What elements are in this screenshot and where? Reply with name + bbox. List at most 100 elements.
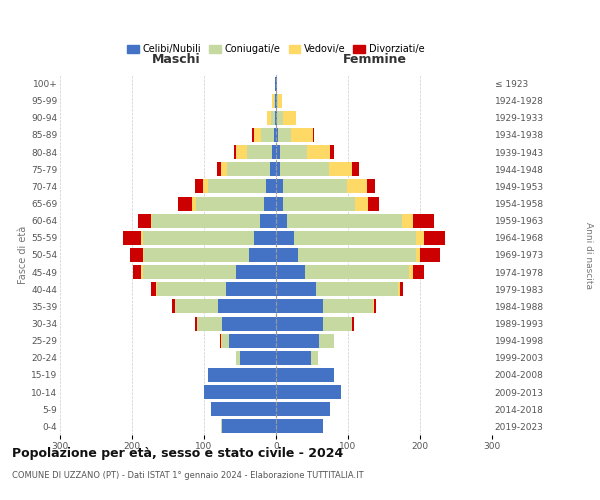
Bar xyxy=(130,248,143,262)
Text: Popolazione per età, sesso e stato civile - 2024: Popolazione per età, sesso e stato civil… xyxy=(12,448,343,460)
Bar xyxy=(276,231,294,245)
Bar xyxy=(311,351,318,365)
Bar xyxy=(270,162,276,176)
Bar xyxy=(276,316,323,330)
Bar xyxy=(294,231,416,245)
Text: Maschi: Maschi xyxy=(152,53,201,66)
Bar xyxy=(276,402,330,416)
Bar xyxy=(291,128,313,142)
Bar xyxy=(347,180,367,194)
Bar xyxy=(424,231,445,245)
Bar xyxy=(283,196,355,210)
Bar xyxy=(409,265,413,279)
Bar xyxy=(157,282,226,296)
Bar xyxy=(254,231,276,245)
Bar xyxy=(420,248,440,262)
Bar xyxy=(142,231,143,245)
Bar xyxy=(144,248,248,262)
Bar xyxy=(276,111,277,125)
Bar xyxy=(355,196,368,210)
Bar xyxy=(274,128,276,142)
Bar xyxy=(240,351,276,365)
Bar xyxy=(220,334,221,347)
Bar xyxy=(276,282,316,296)
Bar xyxy=(374,300,376,314)
Y-axis label: Fasce di età: Fasce di età xyxy=(18,226,28,284)
Bar xyxy=(236,351,240,365)
Bar xyxy=(217,162,221,176)
Bar xyxy=(203,180,208,194)
Bar xyxy=(323,300,373,314)
Bar xyxy=(236,145,247,159)
Bar xyxy=(323,316,352,330)
Bar xyxy=(276,94,277,108)
Bar xyxy=(276,385,341,399)
Bar xyxy=(276,214,287,228)
Bar xyxy=(229,334,276,347)
Bar xyxy=(367,180,376,194)
Bar xyxy=(330,145,334,159)
Bar xyxy=(275,111,276,125)
Bar xyxy=(271,111,275,125)
Bar xyxy=(221,162,227,176)
Bar xyxy=(204,385,276,399)
Text: COMUNE DI UZZANO (PT) - Dati ISTAT 1° gennaio 2024 - Elaborazione TUTTITALIA.IT: COMUNE DI UZZANO (PT) - Dati ISTAT 1° ge… xyxy=(12,470,364,480)
Bar xyxy=(178,196,193,210)
Bar xyxy=(196,316,197,330)
Bar xyxy=(276,248,298,262)
Bar xyxy=(276,368,334,382)
Bar xyxy=(400,282,403,296)
Bar xyxy=(272,145,276,159)
Bar xyxy=(151,214,152,228)
Bar xyxy=(143,231,254,245)
Bar xyxy=(248,248,276,262)
Bar xyxy=(218,300,276,314)
Bar xyxy=(316,282,398,296)
Bar xyxy=(142,265,143,279)
Bar xyxy=(276,145,280,159)
Bar xyxy=(254,128,261,142)
Bar xyxy=(222,420,276,434)
Bar xyxy=(221,420,222,434)
Bar xyxy=(276,76,277,90)
Bar xyxy=(276,334,319,347)
Bar xyxy=(413,214,434,228)
Bar xyxy=(268,111,271,125)
Bar xyxy=(276,162,280,176)
Bar xyxy=(276,196,283,210)
Bar xyxy=(278,128,291,142)
Bar xyxy=(352,316,354,330)
Bar xyxy=(280,162,329,176)
Bar xyxy=(276,128,278,142)
Bar xyxy=(276,300,323,314)
Bar xyxy=(283,180,347,194)
Bar xyxy=(276,180,283,194)
Bar xyxy=(283,111,296,125)
Bar xyxy=(277,94,278,108)
Bar xyxy=(313,128,314,142)
Bar xyxy=(124,231,142,245)
Bar xyxy=(152,214,260,228)
Bar xyxy=(402,214,413,228)
Bar xyxy=(275,76,276,90)
Text: Femmine: Femmine xyxy=(343,53,407,66)
Bar xyxy=(280,145,307,159)
Bar xyxy=(416,248,420,262)
Bar xyxy=(413,265,424,279)
Bar xyxy=(222,316,276,330)
Bar xyxy=(175,300,218,314)
Bar xyxy=(143,265,236,279)
Bar xyxy=(211,402,276,416)
Bar xyxy=(307,145,330,159)
Bar xyxy=(151,282,157,296)
Bar xyxy=(272,94,274,108)
Bar xyxy=(368,196,379,210)
Bar xyxy=(276,265,305,279)
Bar xyxy=(193,196,196,210)
Bar xyxy=(261,128,274,142)
Bar xyxy=(416,231,424,245)
Bar xyxy=(329,162,352,176)
Bar xyxy=(274,94,275,108)
Bar xyxy=(172,300,175,314)
Bar xyxy=(287,214,402,228)
